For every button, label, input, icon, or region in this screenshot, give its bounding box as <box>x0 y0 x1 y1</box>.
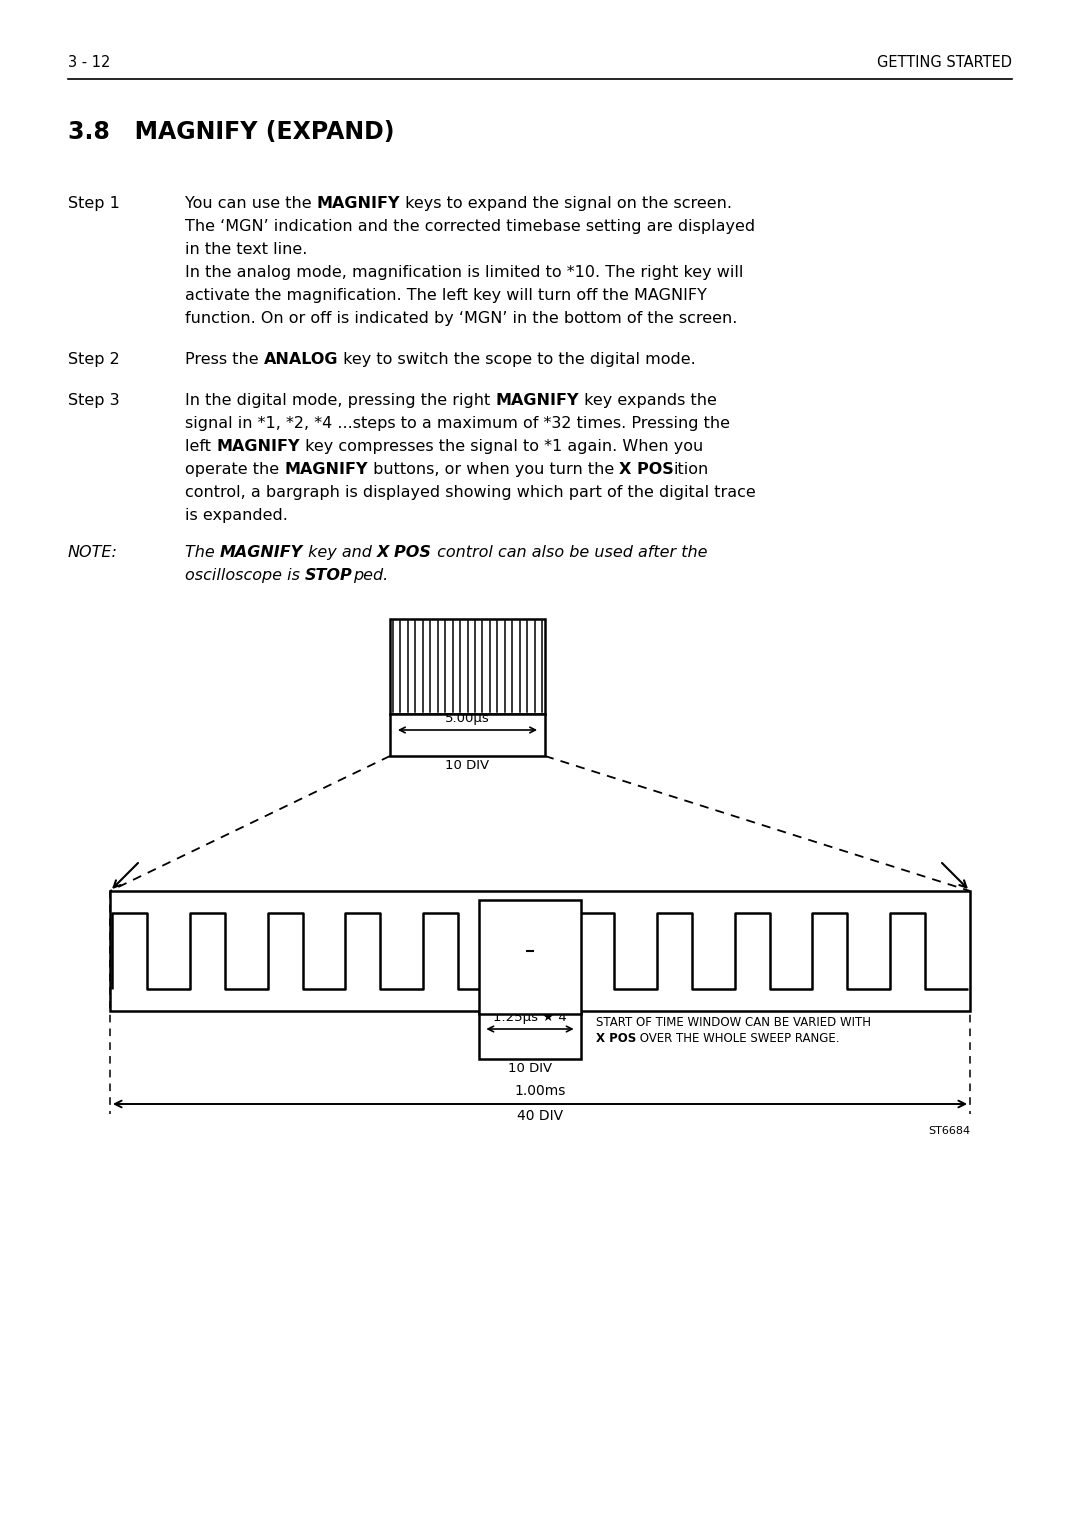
Text: START OF TIME WINDOW CAN BE VARIED WITH: START OF TIME WINDOW CAN BE VARIED WITH <box>595 1015 870 1029</box>
Text: MAGNIFY: MAGNIFY <box>284 462 368 477</box>
Text: In the analog mode, magnification is limited to *10. The right key will: In the analog mode, magnification is lim… <box>185 265 743 280</box>
Text: is expanded.: is expanded. <box>185 508 288 523</box>
Text: 10 DIV: 10 DIV <box>508 1063 552 1075</box>
Text: oscilloscope is: oscilloscope is <box>185 567 306 583</box>
Text: Press the: Press the <box>185 352 264 367</box>
Text: OVER THE WHOLE SWEEP RANGE.: OVER THE WHOLE SWEEP RANGE. <box>636 1032 839 1044</box>
Text: X POS: X POS <box>619 462 674 477</box>
Text: 5.00μs: 5.00μs <box>445 713 490 725</box>
Text: ANALOG: ANALOG <box>264 352 338 367</box>
Text: control can also be used after the: control can also be used after the <box>432 544 707 560</box>
Text: ST6684: ST6684 <box>928 1125 970 1136</box>
Text: The: The <box>185 544 220 560</box>
Text: keys to expand the signal on the screen.: keys to expand the signal on the screen. <box>401 196 732 211</box>
Text: Step 2: Step 2 <box>68 352 120 367</box>
Text: MAGNIFY: MAGNIFY <box>316 196 401 211</box>
Text: buttons, or when you turn the: buttons, or when you turn the <box>368 462 619 477</box>
Bar <box>480 901 581 1014</box>
Text: 10 DIV: 10 DIV <box>445 758 489 772</box>
Text: ped.: ped. <box>353 567 388 583</box>
Text: 3 - 12: 3 - 12 <box>68 55 110 70</box>
Text: 1.00ms: 1.00ms <box>514 1084 566 1098</box>
Text: MAGNIFY: MAGNIFY <box>220 544 303 560</box>
Text: in the text line.: in the text line. <box>185 242 308 257</box>
Bar <box>110 891 970 1011</box>
Text: The ‘MGN’ indication and the corrected timebase setting are displayed: The ‘MGN’ indication and the corrected t… <box>185 219 755 234</box>
Text: key expands the: key expands the <box>579 393 717 408</box>
Text: 3.8   MAGNIFY (EXPAND): 3.8 MAGNIFY (EXPAND) <box>68 119 394 144</box>
Text: MAGNIFY: MAGNIFY <box>216 439 299 454</box>
Text: In the digital mode, pressing the right: In the digital mode, pressing the right <box>185 393 496 408</box>
Text: left: left <box>185 439 216 454</box>
Text: X POS: X POS <box>377 544 432 560</box>
Text: 40 DIV: 40 DIV <box>517 1109 563 1122</box>
Text: You can use the: You can use the <box>185 196 316 211</box>
Bar <box>390 619 545 714</box>
Text: NOTE:: NOTE: <box>68 544 118 560</box>
Text: key and: key and <box>303 544 377 560</box>
Text: operate the: operate the <box>185 462 284 477</box>
Text: control, a bargraph is displayed showing which part of the digital trace: control, a bargraph is displayed showing… <box>185 485 756 500</box>
Text: Step 1: Step 1 <box>68 196 120 211</box>
Text: X POS: X POS <box>595 1032 636 1044</box>
Text: activate the magnification. The left key will turn off the MAGNIFY: activate the magnification. The left key… <box>185 287 707 303</box>
Text: function. On or off is indicated by ‘MGN’ in the bottom of the screen.: function. On or off is indicated by ‘MGN… <box>185 310 738 326</box>
Bar <box>390 714 545 755</box>
Text: 1.25μs ★ 4: 1.25μs ★ 4 <box>494 1011 567 1024</box>
Text: MAGNIFY: MAGNIFY <box>496 393 579 408</box>
Text: signal in *1, *2, *4 ...steps to a maximum of *32 times. Pressing the: signal in *1, *2, *4 ...steps to a maxim… <box>185 416 730 431</box>
Text: STOP: STOP <box>306 567 353 583</box>
Text: Step 3: Step 3 <box>68 393 120 408</box>
Bar <box>480 1011 581 1060</box>
Text: GETTING STARTED: GETTING STARTED <box>877 55 1012 70</box>
Text: ition: ition <box>674 462 710 477</box>
Text: key compresses the signal to *1 again. When you: key compresses the signal to *1 again. W… <box>299 439 703 454</box>
Text: key to switch the scope to the digital mode.: key to switch the scope to the digital m… <box>338 352 696 367</box>
